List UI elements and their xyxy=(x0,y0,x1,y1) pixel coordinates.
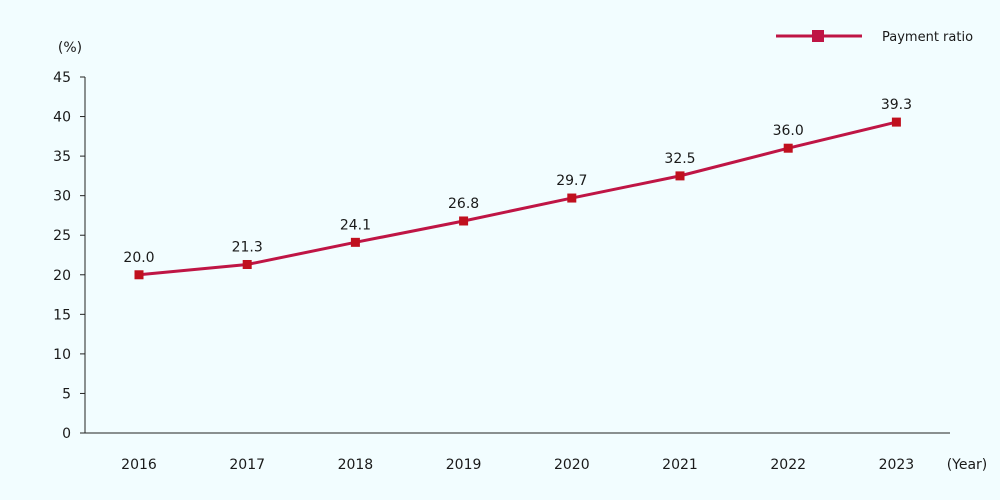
data-label: 20.0 xyxy=(123,250,154,266)
data-label: 29.7 xyxy=(556,173,587,189)
data-label: 21.3 xyxy=(232,239,263,255)
x-tick-label: 2017 xyxy=(229,457,265,473)
y-tick-label: 35 xyxy=(53,149,71,165)
legend-marker xyxy=(812,30,824,42)
x-unit-label: (Year) xyxy=(947,457,988,473)
legend: Payment ratio xyxy=(776,30,973,45)
data-point xyxy=(675,171,685,181)
x-tick-label: 2022 xyxy=(770,457,806,473)
series-group xyxy=(134,117,901,280)
y-tick-label: 5 xyxy=(62,386,71,402)
y-tick-label: 20 xyxy=(53,268,71,284)
x-axis-ticks: 2016 2017 2018 2019 2020 2021 2022 2023 xyxy=(121,457,914,473)
x-tick-label: 2023 xyxy=(879,457,915,473)
y-tick-label: 45 xyxy=(53,70,71,86)
data-point xyxy=(242,259,252,269)
y-tick-label: 15 xyxy=(53,307,71,323)
data-label: 32.5 xyxy=(664,151,695,167)
x-tick-label: 2020 xyxy=(554,457,590,473)
data-label: 24.1 xyxy=(340,217,371,233)
x-tick-label: 2016 xyxy=(121,457,157,473)
data-labels: 20.0 21.3 24.1 26.8 29.7 32.5 36.0 39.3 xyxy=(123,97,912,266)
x-tick-label: 2021 xyxy=(662,457,698,473)
y-tick-label: 30 xyxy=(53,189,71,205)
x-tick-label: 2019 xyxy=(446,457,482,473)
data-label: 26.8 xyxy=(448,196,479,212)
data-point xyxy=(459,216,469,226)
y-tick-label: 10 xyxy=(53,347,71,363)
y-tick-label: 40 xyxy=(53,110,71,126)
data-point xyxy=(350,237,360,247)
y-unit-label: (%) xyxy=(58,40,82,56)
y-tick-label: 25 xyxy=(53,228,71,244)
data-point xyxy=(891,117,901,127)
data-label: 39.3 xyxy=(881,97,912,113)
data-point xyxy=(783,143,793,153)
axes xyxy=(84,77,950,434)
series-line xyxy=(138,120,897,277)
y-tick-label: 0 xyxy=(62,426,71,442)
data-point xyxy=(567,193,577,203)
legend-label: Payment ratio xyxy=(882,30,973,45)
y-axis-ticks: 0 5 10 15 20 25 30 35 40 45 xyxy=(53,70,85,442)
data-point xyxy=(134,270,144,280)
data-label: 36.0 xyxy=(773,123,804,139)
x-tick-label: 2018 xyxy=(338,457,374,473)
